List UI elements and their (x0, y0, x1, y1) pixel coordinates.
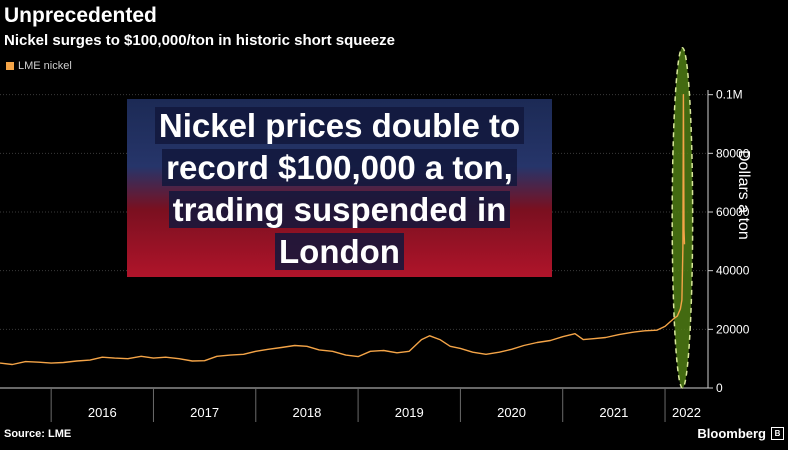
overlay-line-1: Nickel prices double to (154, 107, 525, 144)
y-tick-label-4: 80000 (716, 146, 750, 160)
overlay-caption: Nickel prices double to record $100,000 … (127, 105, 552, 273)
series-line-lme-nickel (0, 93, 686, 366)
caption-overlay: Nickel prices double to record $100,000 … (127, 99, 552, 277)
x-tick-label-4: 2020 (497, 405, 526, 420)
y-tick-label-5: 0.1M (716, 88, 743, 102)
overlay-line-3: trading suspended in (168, 191, 511, 228)
x-tick-label-3: 2019 (395, 405, 424, 420)
legend-label: LME nickel (18, 60, 72, 72)
chart-title: Unprecedented (4, 4, 157, 27)
y-tick-label-2: 40000 (716, 264, 750, 278)
x-tick-label-2: 2018 (292, 405, 321, 420)
x-axis: 2016 2017 2018 2019 2020 2021 2022 (0, 387, 708, 422)
brand-label: Bloomberg (697, 426, 766, 441)
brand-icon: B (771, 427, 784, 440)
x-tick-label-5: 2021 (599, 405, 628, 420)
y-tick-label-3: 60000 (716, 205, 750, 219)
x-tick-label-1: 2017 (190, 405, 219, 420)
overlay-line-2: record $100,000 a ton, (162, 149, 517, 186)
legend-swatch (6, 62, 14, 70)
x-tick-label-6: 2022 (672, 405, 701, 420)
overlay-line-4: London (275, 233, 404, 270)
brand: Bloomberg B (697, 426, 784, 441)
y-axis: 0 20000 40000 60000 80000 0.1M (707, 88, 750, 395)
chart-subtitle: Nickel surges to $100,000/ton in histori… (4, 32, 395, 49)
source-note: Source: LME (4, 428, 72, 440)
y-tick-label-1: 20000 (716, 322, 750, 336)
y-tick-label-0: 0 (716, 381, 723, 395)
legend: LME nickel (6, 60, 72, 72)
x-tick-label-0: 2016 (88, 405, 117, 420)
series-group (0, 93, 686, 366)
y-axis-label: Dollars a ton (735, 150, 752, 240)
